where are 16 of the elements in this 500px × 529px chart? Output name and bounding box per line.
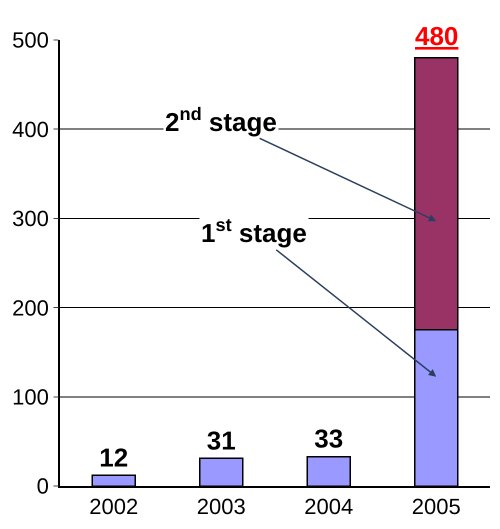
x-tick-label: 2003 <box>196 494 246 520</box>
x-tick-label: 2002 <box>89 494 138 520</box>
y-tick-label: 200 <box>12 295 49 320</box>
data-label: 31 <box>206 425 236 456</box>
y-tick-label: 0 <box>36 474 49 499</box>
y-tick-label: 400 <box>12 116 49 142</box>
text: 2$^{nd}$ stage <box>165 104 277 137</box>
data-label: 33 <box>314 424 344 454</box>
y-tick-label: 300 <box>12 206 49 232</box>
text: 1$^{st}$ stage <box>201 215 307 248</box>
y-tick-label: 500 <box>12 28 49 53</box>
data-label: 12 <box>99 442 128 472</box>
y-tick-label: 100 <box>12 384 49 410</box>
x-tick-label: 2004 <box>304 494 354 520</box>
annotation: 480 <box>415 21 458 51</box>
x-tick-label: 2005 <box>412 494 461 520</box>
